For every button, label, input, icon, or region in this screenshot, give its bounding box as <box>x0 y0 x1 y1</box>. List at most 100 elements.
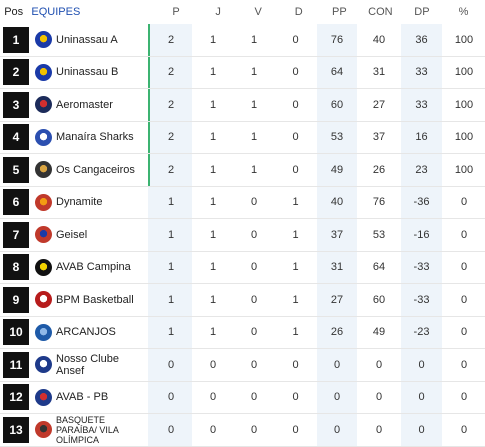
position-badge: 9 <box>3 286 29 313</box>
cell-j: 0 <box>209 423 217 436</box>
cell-d: 0 <box>292 391 299 404</box>
position-badge: 12 <box>3 384 29 411</box>
team-cell[interactable]: Aeromaster <box>35 96 148 114</box>
team-cell[interactable]: Uninassau A <box>35 31 148 49</box>
cell-dp: 23 <box>401 154 442 186</box>
cell-dp: -23 <box>401 316 442 348</box>
cell-con: 60 <box>372 293 386 306</box>
position-badge: 6 <box>3 189 29 216</box>
cell-con: 37 <box>372 131 386 144</box>
cell-pct: 100 <box>454 131 474 144</box>
team-name[interactable]: Manaíra Sharks <box>56 131 134 144</box>
team-cell[interactable]: BPM Basketball <box>35 291 148 309</box>
team-name[interactable]: Os Cangaceiros <box>56 163 135 176</box>
cell-v: 1 <box>250 66 258 79</box>
cell-con: 0 <box>375 358 383 371</box>
table-row[interactable]: 1 Uninassau A 2 1 1 0 76 40 36 100 <box>0 24 485 57</box>
cell-con: 53 <box>372 228 386 241</box>
cell-d: 0 <box>292 163 299 176</box>
geisel-logo-icon <box>35 226 52 244</box>
cell-pp: 64 <box>317 56 357 88</box>
team-name[interactable]: ARCANJOS <box>56 326 116 339</box>
cell-v: 0 <box>250 326 258 339</box>
cell-j: 1 <box>209 196 217 209</box>
table-row[interactable]: 13 BASQUETE PARAÍBA/ VILA OLÍMPICA 0 0 0 0 0 0 0… <box>0 414 485 447</box>
header-con: CON <box>368 6 393 18</box>
cell-p: 1 <box>148 251 192 283</box>
table-row[interactable]: 8 AVAB Campina 1 1 0 1 31 64 -33 0 <box>0 251 485 284</box>
cell-p: 2 <box>148 154 192 186</box>
cell-j: 1 <box>209 228 217 241</box>
vila-olimpica-logo-icon <box>35 421 52 439</box>
team-name[interactable]: AVAB Campina <box>56 261 131 274</box>
team-name[interactable]: BPM Basketball <box>56 293 134 306</box>
table-row[interactable]: 12 AVAB - PB 0 0 0 0 0 0 0 0 <box>0 381 485 414</box>
cell-d: 1 <box>292 326 299 339</box>
table-row[interactable]: 7 Geisel 1 1 0 1 37 53 -16 0 <box>0 219 485 252</box>
table-row[interactable]: 3 Aeromaster 2 1 1 0 60 27 33 100 <box>0 89 485 122</box>
cell-dp: 33 <box>401 89 442 121</box>
cell-v: 0 <box>250 196 258 209</box>
cell-pp: 37 <box>317 219 357 251</box>
team-cell[interactable]: Os Cangaceiros <box>35 161 148 179</box>
cell-pct: 100 <box>454 33 474 46</box>
cell-v: 0 <box>250 228 258 241</box>
cell-con: 0 <box>375 423 383 436</box>
table-row[interactable]: 10 ARCANJOS 1 1 0 1 26 49 -23 0 <box>0 316 485 349</box>
cell-pp: 0 <box>317 349 357 381</box>
team-cell[interactable]: AVAB - PB <box>35 388 148 406</box>
team-cell[interactable]: BASQUETE PARAÍBA/ VILA OLÍMPICA <box>35 415 148 445</box>
team-name[interactable]: Geisel <box>56 228 88 241</box>
cell-dp: 16 <box>401 121 442 153</box>
cell-p: 1 <box>148 316 192 348</box>
team-cell[interactable]: Uninassau B <box>35 63 148 81</box>
position-badge: 10 <box>3 319 29 346</box>
header-team[interactable]: EQUIPES <box>31 6 81 18</box>
cell-pp: 31 <box>317 251 357 283</box>
bpm-logo-icon <box>35 291 52 309</box>
table-row[interactable]: 9 BPM Basketball 1 1 0 1 27 60 -33 0 <box>0 284 485 317</box>
position-badge: 11 <box>3 351 29 378</box>
team-cell[interactable]: Manaíra Sharks <box>35 128 148 146</box>
cell-pct: 0 <box>460 391 468 404</box>
table-row[interactable]: 6 Dynamite 1 1 0 1 40 76 -36 0 <box>0 186 485 219</box>
team-cell[interactable]: Dynamite <box>35 193 148 211</box>
cell-p: 0 <box>148 349 192 381</box>
cell-pp: 26 <box>317 316 357 348</box>
header-dp: DP <box>414 6 430 18</box>
cell-pct: 0 <box>460 326 468 339</box>
team-name[interactable]: Dynamite <box>56 196 103 209</box>
cell-v: 0 <box>250 261 258 274</box>
cell-pct: 100 <box>454 66 474 79</box>
uninassau-logo-icon <box>35 63 52 81</box>
header-d: D <box>294 6 303 18</box>
cell-dp: -16 <box>401 219 442 251</box>
team-cell[interactable]: AVAB Campina <box>35 258 148 276</box>
cell-d: 0 <box>292 66 299 79</box>
cell-v: 0 <box>250 358 258 371</box>
team-cell[interactable]: ARCANJOS <box>35 323 148 341</box>
table-row[interactable]: 2 Uninassau B 2 1 1 0 64 31 33 100 <box>0 56 485 89</box>
avab-pb-logo-icon <box>35 388 52 406</box>
cell-con: 0 <box>375 391 383 404</box>
position-badge: 2 <box>3 59 29 86</box>
team-name[interactable]: BASQUETE PARAÍBA/ VILA OLÍMPICA <box>56 414 119 445</box>
team-cell[interactable]: Nosso Clube Ansef <box>35 353 148 377</box>
team-cell[interactable]: Geisel <box>35 226 148 244</box>
table-row[interactable]: 4 Manaíra Sharks 2 1 1 0 53 37 16 100 <box>0 121 485 154</box>
team-name[interactable]: Aeromaster <box>56 98 113 111</box>
table-row[interactable]: 11 Nosso Clube Ansef 0 0 0 0 0 0 0 0 <box>0 349 485 382</box>
team-name[interactable]: AVAB - PB <box>56 391 109 404</box>
cell-pct: 0 <box>460 293 468 306</box>
table-row[interactable]: 5 Os Cangaceiros 2 1 1 0 49 26 23 100 <box>0 154 485 187</box>
team-name[interactable]: Uninassau B <box>56 66 119 79</box>
dynamite-logo-icon <box>35 193 52 211</box>
cell-j: 1 <box>209 98 217 111</box>
team-name[interactable]: Uninassau A <box>56 33 118 46</box>
cell-dp: 33 <box>401 56 442 88</box>
cell-pct: 0 <box>460 423 468 436</box>
team-name[interactable]: Nosso Clube Ansef <box>56 352 119 377</box>
cell-v: 1 <box>250 131 258 144</box>
cell-d: 0 <box>292 131 299 144</box>
